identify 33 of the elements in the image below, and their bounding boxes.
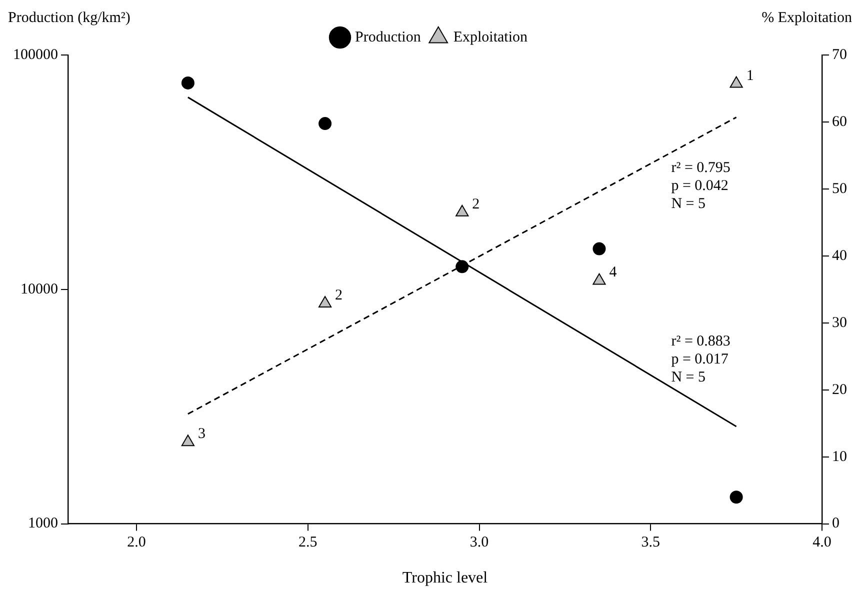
y2-tick-label: 0 [832,516,840,532]
y2-tick-label: 20 [832,382,847,398]
legend-label: Exploitation [453,29,528,46]
y2-tick-label: 10 [832,448,847,465]
annotation: 2 [472,196,480,212]
point [592,242,606,256]
y-tick-label: 1000 [28,516,58,532]
y-axis-title: Production (kg/km²) [8,10,130,26]
annotation: 1 [746,68,754,84]
annotation: 3 [198,426,206,442]
legend-label: Production [355,29,422,46]
annotation: 2 [335,287,343,304]
x-tick-label: 3.5 [641,534,660,551]
y2-tick-label: 50 [832,180,847,197]
x-tick-label: 2.0 [127,534,146,551]
point [181,76,194,90]
y2-tick-label: 40 [832,248,847,264]
point [730,490,743,504]
y-tick-label: 100000 [13,46,58,63]
annotation: r² = 0.795 p = 0.042 N = 5 [671,160,730,212]
y-tick-label: 10000 [20,281,58,298]
annotation: 4 [609,264,618,281]
point [318,117,332,130]
x-tick-label: 4.0 [812,534,832,551]
y2-tick-label: 70 [832,46,847,63]
y2-axis-title: % Exploitation [762,10,852,26]
annotation: r² = 0.883 p = 0.017 N = 5 [671,334,730,386]
y2-tick-label: 60 [832,114,847,130]
y2-tick-label: 30 [832,314,847,331]
x-tick-label: 3.0 [470,534,489,551]
point [456,260,469,274]
x-axis-title: Trophic level [402,570,488,587]
x-tick-label: 2.5 [298,534,318,551]
